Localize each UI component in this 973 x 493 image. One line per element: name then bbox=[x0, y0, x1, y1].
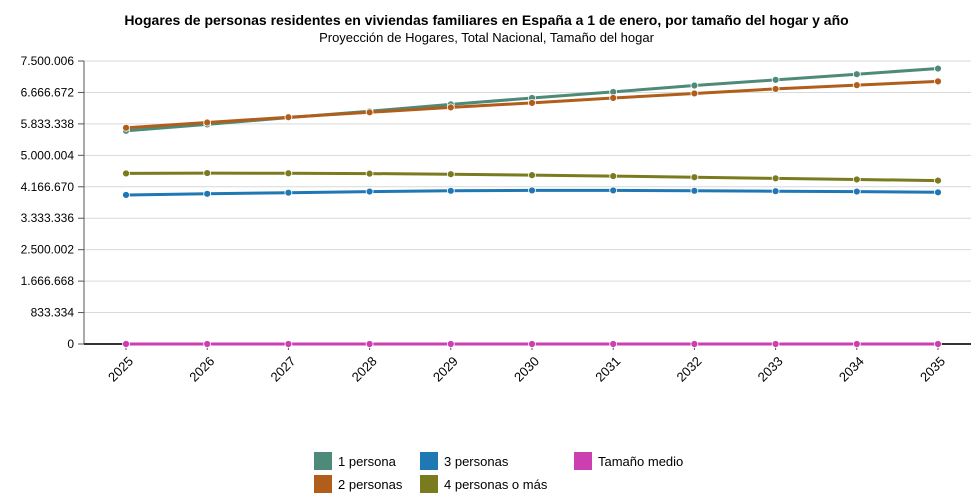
x-tick-label: 2030 bbox=[511, 354, 542, 385]
data-point[interactable] bbox=[609, 94, 618, 102]
legend-swatch bbox=[314, 452, 332, 470]
x-tick-label: 2026 bbox=[186, 354, 217, 385]
data-point[interactable] bbox=[771, 340, 780, 348]
data-point[interactable] bbox=[284, 188, 293, 197]
legend-label: 2 personas bbox=[338, 476, 403, 492]
y-tick-label: 7.500.006 bbox=[21, 54, 75, 68]
data-point[interactable] bbox=[365, 187, 374, 196]
x-tick-label: 2031 bbox=[592, 354, 623, 385]
legend-label: 4 personas o más bbox=[444, 476, 548, 492]
legend-item[interactable]: 1 persona bbox=[314, 452, 396, 470]
legend-item[interactable]: 2 personas bbox=[314, 475, 402, 493]
data-point[interactable] bbox=[609, 172, 618, 180]
x-tick-labels: 2025 2026 2027 2028 2029 2030 2031 2032 2033 2034… bbox=[105, 354, 948, 385]
data-point[interactable] bbox=[690, 89, 699, 98]
data-point[interactable] bbox=[690, 340, 699, 348]
legend-swatch bbox=[420, 475, 438, 493]
legend-label: 3 personas bbox=[444, 453, 509, 469]
y-tick-label: 833.334 bbox=[31, 306, 75, 320]
data-point[interactable] bbox=[609, 186, 618, 195]
data-point[interactable] bbox=[446, 340, 455, 348]
data-point[interactable] bbox=[203, 169, 212, 177]
x-tick-label: 2025 bbox=[105, 354, 136, 385]
data-point[interactable] bbox=[690, 173, 699, 182]
data-point[interactable] bbox=[771, 174, 780, 183]
data-point[interactable] bbox=[771, 85, 780, 93]
data-point[interactable] bbox=[122, 169, 130, 178]
data-point[interactable] bbox=[609, 340, 618, 348]
legend-label: Tamaño medio bbox=[598, 453, 684, 469]
y-tick-label: 2.500.002 bbox=[21, 243, 75, 257]
data-point[interactable] bbox=[528, 340, 536, 348]
y-tick-label: 5.833.338 bbox=[21, 117, 75, 131]
x-tick-label: 2028 bbox=[349, 354, 380, 385]
y-tick-labels: 0 833.334 1.666.668 2.500.002 3.333.336 4.166… bbox=[21, 54, 75, 351]
data-point[interactable] bbox=[852, 81, 861, 90]
data-point[interactable] bbox=[528, 186, 536, 195]
y-tick-label: 0 bbox=[67, 337, 74, 351]
x-tick-label: 2033 bbox=[755, 354, 786, 385]
legend-swatch bbox=[420, 452, 438, 470]
grid-lines bbox=[84, 60, 971, 314]
y-tick-label: 5.000.004 bbox=[21, 148, 75, 162]
legend-item[interactable]: 3 personas bbox=[420, 452, 508, 470]
data-point[interactable] bbox=[122, 191, 130, 199]
data-point[interactable] bbox=[365, 340, 374, 348]
data-point[interactable] bbox=[934, 176, 942, 185]
data-point[interactable] bbox=[934, 64, 942, 73]
data-point[interactable] bbox=[203, 118, 212, 127]
data-point[interactable] bbox=[934, 77, 942, 86]
data-point[interactable] bbox=[446, 186, 455, 195]
chart-subtitle: Proyección de Hogares, Total Nacional, T… bbox=[319, 30, 654, 45]
data-point[interactable] bbox=[528, 171, 536, 180]
x-tick-label: 2029 bbox=[430, 354, 461, 385]
data-point[interactable] bbox=[852, 340, 861, 348]
data-point[interactable] bbox=[852, 70, 861, 79]
data-point[interactable] bbox=[122, 123, 130, 132]
data-point[interactable] bbox=[852, 175, 861, 184]
data-point[interactable] bbox=[528, 98, 536, 107]
data-point[interactable] bbox=[203, 189, 212, 198]
data-point[interactable] bbox=[446, 103, 455, 112]
data-point[interactable] bbox=[934, 188, 942, 197]
data-point[interactable] bbox=[365, 169, 374, 178]
data-point[interactable] bbox=[284, 340, 293, 348]
data-point[interactable] bbox=[365, 108, 374, 117]
data-point[interactable] bbox=[446, 170, 455, 179]
legend-swatch bbox=[314, 475, 332, 493]
y-tick-label: 1.666.668 bbox=[21, 274, 75, 288]
legend-label: 1 persona bbox=[338, 453, 396, 469]
data-point[interactable] bbox=[771, 187, 780, 196]
x-tick-label: 2035 bbox=[917, 354, 948, 385]
data-point[interactable] bbox=[122, 340, 130, 348]
chart-title: Hogares de personas residentes en vivien… bbox=[124, 12, 849, 28]
data-point[interactable] bbox=[690, 186, 699, 195]
data-point[interactable] bbox=[203, 340, 212, 348]
data-point[interactable] bbox=[852, 187, 861, 196]
x-tick-label: 2032 bbox=[673, 354, 704, 385]
data-point[interactable] bbox=[771, 75, 780, 84]
y-tick-label: 6.666.672 bbox=[21, 85, 75, 99]
legend-item[interactable]: 4 personas o más bbox=[420, 475, 547, 493]
y-tick-label: 3.333.336 bbox=[21, 211, 75, 225]
data-point[interactable] bbox=[690, 81, 699, 90]
data-point[interactable] bbox=[284, 113, 293, 122]
y-tick-label: 4.166.670 bbox=[21, 180, 75, 194]
series-group bbox=[122, 64, 942, 348]
legend-item[interactable]: Tamaño medio bbox=[574, 452, 683, 470]
data-point[interactable] bbox=[284, 169, 293, 178]
data-point[interactable] bbox=[934, 340, 942, 348]
x-tick-label: 2034 bbox=[836, 354, 867, 385]
x-tick-label: 2027 bbox=[267, 354, 298, 385]
legend-swatch bbox=[574, 452, 592, 470]
